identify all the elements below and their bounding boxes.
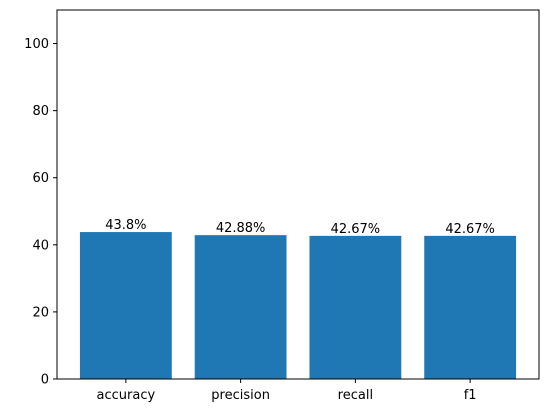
bar-accuracy: [79, 232, 172, 379]
data-label-f1: 42.67%: [445, 222, 495, 237]
bar-precision: [194, 235, 287, 379]
axes-layer: [56, 9, 540, 380]
x-tick-label-accuracy: accuracy: [97, 388, 156, 403]
data-label-precision: 42.88%: [216, 221, 266, 236]
y-tick-label-40: 40: [32, 238, 49, 253]
y-tick-label-0: 0: [41, 373, 49, 388]
data-labels-layer: 43.8% 42.88% 42.67% 42.67%: [105, 218, 495, 237]
y-tick-label-100: 100: [24, 37, 49, 52]
bar-recall: [309, 235, 402, 379]
data-label-accuracy: 43.8%: [105, 218, 146, 233]
x-tick-label-f1: f1: [464, 388, 477, 403]
data-label-recall: 42.67%: [331, 222, 381, 237]
bar-f1: [424, 235, 517, 379]
y-tick-label-60: 60: [32, 171, 49, 186]
x-tick-label-recall: recall: [338, 388, 373, 403]
y-tick-label-20: 20: [32, 305, 49, 320]
ticks-layer: accuracy precision recall f1 0 20 40 60 80 100: [24, 37, 476, 403]
x-tick-label-precision: precision: [211, 388, 270, 403]
bars-layer: [79, 232, 517, 379]
plot-frame: [56, 9, 540, 380]
y-tick-label-80: 80: [32, 104, 49, 119]
